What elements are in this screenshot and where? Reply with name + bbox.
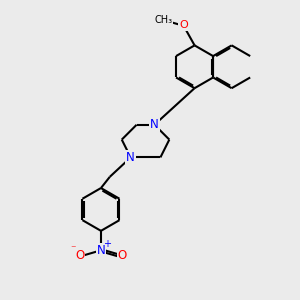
Text: O: O (118, 249, 127, 262)
Text: O: O (179, 20, 188, 30)
Text: ⁻: ⁻ (70, 244, 76, 254)
Text: CH₃: CH₃ (154, 15, 172, 25)
Text: N: N (97, 244, 105, 257)
Text: +: + (103, 238, 112, 249)
Text: O: O (75, 249, 84, 262)
Text: N: N (150, 118, 159, 131)
Text: N: N (126, 151, 135, 164)
